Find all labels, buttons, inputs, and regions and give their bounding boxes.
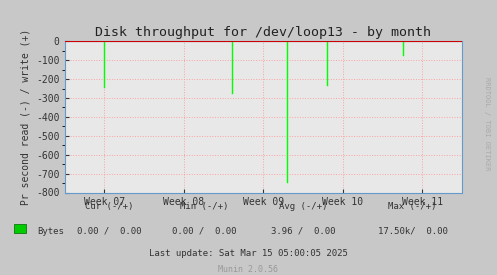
Y-axis label: Pr second read (-) / write (+): Pr second read (-) / write (+) <box>21 29 31 205</box>
Text: Min (-/+): Min (-/+) <box>179 202 228 211</box>
Text: Last update: Sat Mar 15 05:00:05 2025: Last update: Sat Mar 15 05:00:05 2025 <box>149 249 348 257</box>
Text: Munin 2.0.56: Munin 2.0.56 <box>219 265 278 274</box>
Text: 0.00 /  0.00: 0.00 / 0.00 <box>77 227 142 235</box>
Title: Disk throughput for /dev/loop13 - by month: Disk throughput for /dev/loop13 - by mon… <box>95 26 431 39</box>
Bar <box>14 224 26 233</box>
Text: 17.50k/  0.00: 17.50k/ 0.00 <box>378 227 447 235</box>
Text: Bytes: Bytes <box>37 227 64 235</box>
Text: 3.96 /  0.00: 3.96 / 0.00 <box>271 227 335 235</box>
Text: 0.00 /  0.00: 0.00 / 0.00 <box>171 227 236 235</box>
Text: Cur (-/+): Cur (-/+) <box>85 202 134 211</box>
Text: Max (-/+): Max (-/+) <box>388 202 437 211</box>
Text: RRDTOOL / TOBI OETIKER: RRDTOOL / TOBI OETIKER <box>484 77 490 170</box>
Text: Avg (-/+): Avg (-/+) <box>279 202 328 211</box>
